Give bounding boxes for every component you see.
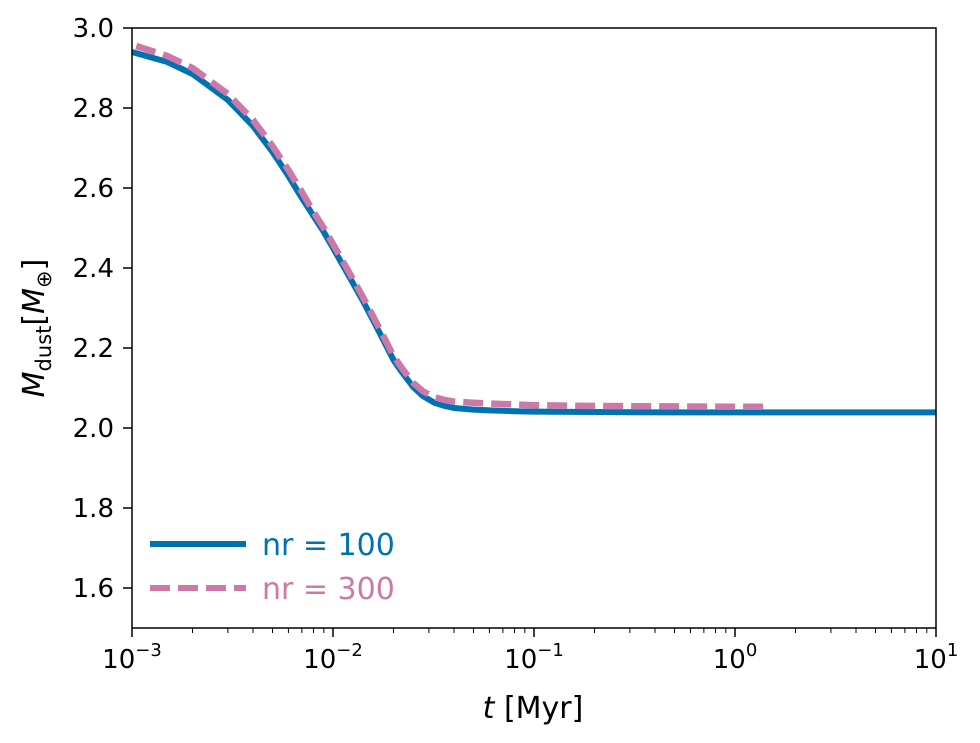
legend: nr = 100 nr = 300 (150, 528, 395, 607)
x-tick-label: 10−3 (102, 640, 162, 675)
y-tick-label: 2.0 (73, 414, 114, 444)
x-tick-label: 10−2 (303, 640, 363, 675)
axes-frame (131, 27, 937, 629)
x-tick-label: 100 (713, 640, 758, 675)
x-tick-label-exponent: −1 (537, 640, 564, 661)
y-tick-label: 1.6 (73, 574, 114, 604)
y-axis-label-unit-close: ] (17, 259, 52, 271)
tick-labels: 10−3 10−2 10−1 100 1011.61.82.02.22.42.62.83… (73, 14, 959, 675)
y-tick-label: 1.8 (73, 494, 114, 524)
x-tick-label-base: 10 (303, 645, 336, 675)
y-tick-label: 2.6 (73, 174, 114, 204)
series-line-2 (135, 42, 765, 411)
x-axis-label-symbol: t (483, 691, 496, 726)
x-tick-label-exponent: −2 (336, 640, 363, 661)
x-tick-label-exponent: 1 (947, 640, 958, 661)
y-axis-label-unit-subscript: ⊕ (32, 270, 56, 288)
x-tick-label-base: 10 (713, 645, 746, 675)
y-tick-label: 2.2 (73, 334, 114, 364)
legend-label-1: nr = 100 (262, 528, 395, 563)
x-axis-label-unit: [Myr] (494, 691, 583, 726)
x-tick-label: 101 (914, 640, 959, 675)
y-tick-label: 3.0 (73, 14, 114, 44)
legend-label-2: nr = 300 (262, 572, 395, 607)
x-tick-label-base: 10 (102, 645, 135, 675)
y-axis-label-unit-symbol: M (17, 288, 52, 314)
y-axis-label-subscript: dust (32, 326, 56, 372)
x-tick-label-base: 10 (914, 645, 947, 675)
x-tick-label: 10−1 (504, 640, 564, 675)
series-line-1 (131, 49, 936, 416)
x-axis-label: t [Myr] (483, 691, 584, 726)
axis-ticks (123, 27, 937, 637)
y-tick-label: 2.4 (73, 254, 114, 284)
x-tick-label-exponent: 0 (746, 640, 757, 661)
y-tick-label: 2.8 (73, 94, 114, 124)
series-layer (131, 42, 936, 416)
y-axis-label-symbol: M (17, 371, 52, 397)
y-axis-label: Mdust[M⊕] (17, 259, 56, 398)
y-axis-label-unit-open: [ (17, 314, 52, 326)
x-tick-label-base: 10 (504, 645, 537, 675)
x-tick-label-exponent: −3 (135, 640, 162, 661)
